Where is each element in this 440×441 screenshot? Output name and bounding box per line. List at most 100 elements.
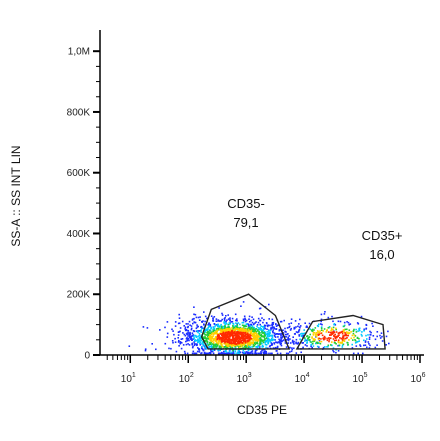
- event-dot: [239, 351, 241, 353]
- event-dot: [283, 319, 285, 322]
- event-dot: [275, 323, 277, 325]
- event-dot: [260, 334, 262, 337]
- event-dot: [332, 347, 335, 349]
- event-dot: [218, 347, 221, 349]
- event-dot: [232, 331, 235, 334]
- event-dot: [299, 333, 302, 335]
- event-dot: [345, 334, 348, 337]
- event-dot: [193, 341, 195, 343]
- event-dot: [202, 336, 204, 338]
- event-dot: [233, 345, 236, 347]
- event-dot: [212, 345, 215, 347]
- event-dot: [232, 350, 235, 353]
- event-dot: [203, 352, 206, 355]
- event-dot: [225, 340, 227, 343]
- event-dot: [310, 344, 312, 346]
- event-dot: [343, 334, 345, 337]
- event-dot: [206, 338, 208, 340]
- event-dot: [374, 338, 377, 341]
- event-dot: [263, 336, 265, 339]
- event-dot: [223, 350, 225, 353]
- event-dot: [221, 318, 223, 321]
- event-dot: [331, 333, 334, 335]
- event-dot: [259, 313, 262, 315]
- event-dot: [219, 340, 221, 342]
- event-dot: [234, 327, 236, 330]
- event-dot: [206, 333, 209, 336]
- event-dot: [334, 333, 336, 336]
- event-dot: [218, 335, 220, 337]
- y-tick-label: 0: [84, 351, 90, 362]
- event-dot: [239, 331, 242, 334]
- event-dot: [257, 317, 260, 320]
- event-dot: [228, 341, 230, 344]
- event-dot: [151, 343, 153, 345]
- event-dot: [334, 324, 337, 326]
- event-dot: [221, 330, 224, 333]
- event-dot: [318, 340, 321, 343]
- event-dot: [190, 327, 193, 330]
- event-dot: [271, 324, 273, 326]
- event-dot: [316, 341, 318, 344]
- event-dot: [259, 323, 261, 326]
- event-dot: [249, 332, 252, 335]
- event-dot: [295, 342, 297, 345]
- event-dot: [235, 322, 237, 324]
- gate-cd35: [200, 293, 291, 350]
- event-dot: [249, 343, 252, 345]
- event-dot: [285, 352, 288, 355]
- event-dot: [232, 336, 234, 339]
- event-dot: [246, 329, 248, 331]
- event-dot: [208, 322, 210, 324]
- event-dot: [284, 342, 287, 344]
- event-dot: [368, 336, 371, 339]
- event-dot: [327, 331, 330, 333]
- event-dot: [357, 323, 360, 325]
- event-dot: [186, 332, 188, 335]
- event-dot: [265, 344, 268, 346]
- event-dot: [270, 342, 273, 344]
- event-dot: [204, 315, 207, 318]
- event-dot: [231, 346, 233, 349]
- event-dot: [295, 341, 297, 344]
- event-dot: [238, 336, 240, 338]
- event-dot: [315, 332, 318, 334]
- event-dot: [223, 327, 225, 330]
- event-dot: [222, 333, 225, 335]
- event-dot: [287, 339, 290, 342]
- gate-labels: CD35- 79,1 CD35+ 16,0: [227, 196, 402, 262]
- y-tick-label: 200K: [67, 290, 91, 301]
- event-dot: [175, 350, 178, 353]
- event-dot: [196, 343, 198, 346]
- event-dot: [203, 351, 206, 354]
- event-dot: [309, 340, 311, 343]
- event-dot: [237, 341, 240, 343]
- event-dot: [236, 323, 238, 325]
- event-dot: [244, 352, 246, 355]
- event-dot: [229, 352, 231, 355]
- event-dot: [285, 346, 288, 348]
- event-dot: [305, 325, 308, 327]
- event-dot: [306, 339, 309, 342]
- event-dot: [263, 352, 265, 355]
- event-dot: [234, 328, 237, 331]
- event-dot: [188, 344, 191, 346]
- event-dot: [288, 335, 291, 337]
- event-dot: [277, 333, 280, 336]
- event-dot: [194, 342, 196, 345]
- event-dot: [204, 346, 207, 349]
- event-dot: [277, 324, 280, 327]
- event-dot: [262, 325, 265, 328]
- event-dot: [247, 339, 250, 341]
- event-dot: [146, 327, 149, 329]
- event-dot: [244, 338, 246, 340]
- event-dot: [224, 325, 226, 328]
- event-dot: [229, 344, 231, 346]
- event-dot: [337, 344, 339, 347]
- event-dot: [238, 342, 240, 344]
- event-dot: [276, 341, 279, 344]
- event-dot: [227, 324, 230, 326]
- event-dot: [200, 339, 203, 342]
- event-dot: [364, 344, 367, 346]
